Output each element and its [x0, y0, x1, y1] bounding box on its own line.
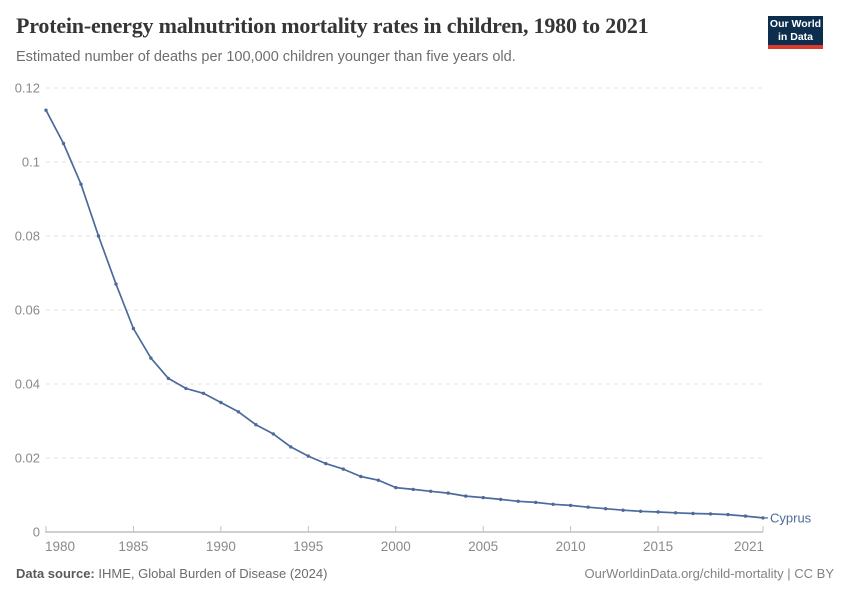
data-point[interactable] — [79, 182, 83, 186]
data-point[interactable] — [429, 489, 433, 493]
data-point[interactable] — [236, 410, 241, 414]
data-point[interactable] — [131, 326, 136, 331]
data-source: Data source: IHME, Global Burden of Dise… — [16, 566, 327, 581]
data-point[interactable] — [534, 500, 538, 505]
data-point[interactable] — [551, 502, 555, 506]
data-point[interactable] — [726, 512, 730, 517]
data-point[interactable] — [499, 497, 503, 502]
data-point[interactable] — [289, 445, 293, 449]
x-tick-label: 1985 — [118, 539, 148, 554]
data-point[interactable] — [61, 141, 66, 146]
x-tick-label: 1990 — [206, 539, 236, 554]
x-tick-label: 2010 — [556, 539, 586, 554]
data-source-value: IHME, Global Burden of Disease (2024) — [98, 566, 328, 581]
data-point[interactable] — [464, 494, 468, 498]
y-axis-labels: 0 0.02 0.04 0.06 0.08 0.1 0.12 — [15, 81, 40, 540]
x-tick-label: 1995 — [293, 539, 323, 554]
credit-line[interactable]: OurWorldinData.org/child-mortality | CC … — [584, 566, 835, 581]
data-point[interactable] — [324, 461, 328, 466]
x-tick-label: 2015 — [643, 539, 673, 554]
chart-subtitle: Estimated number of deaths per 100,000 c… — [16, 49, 516, 65]
x-tick-label: 2021 — [734, 539, 764, 554]
x-axis: 1980 1985 1990 1995 2000 2005 2010 2015 2021 — [45, 526, 764, 554]
data-point[interactable] — [516, 499, 520, 503]
data-point[interactable] — [673, 511, 678, 515]
data-point[interactable] — [743, 514, 748, 518]
x-tick-label: 2005 — [468, 539, 498, 554]
chart-title: Protein-energy malnutrition mortality ra… — [16, 13, 649, 38]
data-point[interactable] — [638, 509, 643, 513]
data-point[interactable] — [691, 511, 695, 516]
y-tick-label: 0 — [33, 525, 40, 540]
data-point[interactable] — [568, 503, 573, 508]
data-point[interactable] — [359, 474, 363, 479]
data-point[interactable] — [708, 512, 713, 516]
data-point[interactable] — [621, 508, 625, 512]
data-point[interactable] — [271, 432, 275, 436]
y-tick-label: 0.12 — [15, 81, 40, 96]
data-point[interactable] — [411, 487, 415, 492]
data-point[interactable] — [603, 507, 608, 511]
data-point[interactable] — [376, 478, 380, 482]
data-point[interactable] — [306, 454, 310, 458]
data-point[interactable] — [114, 282, 118, 286]
data-point[interactable] — [656, 510, 660, 514]
x-tick-label: 1980 — [45, 539, 75, 554]
series-line[interactable] — [45, 109, 764, 519]
owid-logo-line2: in Data — [777, 30, 813, 43]
y-tick-label: 0.08 — [15, 229, 40, 244]
y-tick-label: 0.04 — [15, 377, 40, 392]
y-tick-label: 0.1 — [22, 155, 40, 170]
data-point[interactable] — [254, 423, 258, 427]
series-end-label[interactable]: Cyprus — [770, 510, 812, 525]
data-point[interactable] — [166, 376, 171, 381]
data-point[interactable] — [394, 485, 398, 490]
y-gridlines — [45, 87, 763, 533]
data-point[interactable] — [96, 234, 101, 238]
data-point[interactable] — [341, 467, 345, 471]
data-point[interactable] — [44, 108, 48, 112]
data-point[interactable] — [149, 356, 153, 360]
y-tick-label: 0.02 — [15, 451, 40, 466]
data-point[interactable] — [481, 495, 485, 500]
chart-footer: Data source: IHME, Global Burden of Dise… — [16, 566, 834, 581]
data-source-label: Data source: — [16, 566, 95, 581]
data-point[interactable] — [184, 386, 188, 391]
data-point[interactable] — [219, 400, 223, 405]
owid-logo[interactable]: Our World in Data — [768, 16, 823, 49]
data-point[interactable] — [201, 391, 206, 395]
y-tick-label: 0.06 — [15, 303, 40, 318]
series-cyprus[interactable]: Cyprus — [44, 108, 812, 526]
data-point[interactable] — [586, 505, 590, 509]
owid-logo-line1: Our World — [769, 17, 822, 30]
data-point[interactable] — [446, 491, 450, 495]
x-tick-label: 2000 — [381, 539, 411, 554]
